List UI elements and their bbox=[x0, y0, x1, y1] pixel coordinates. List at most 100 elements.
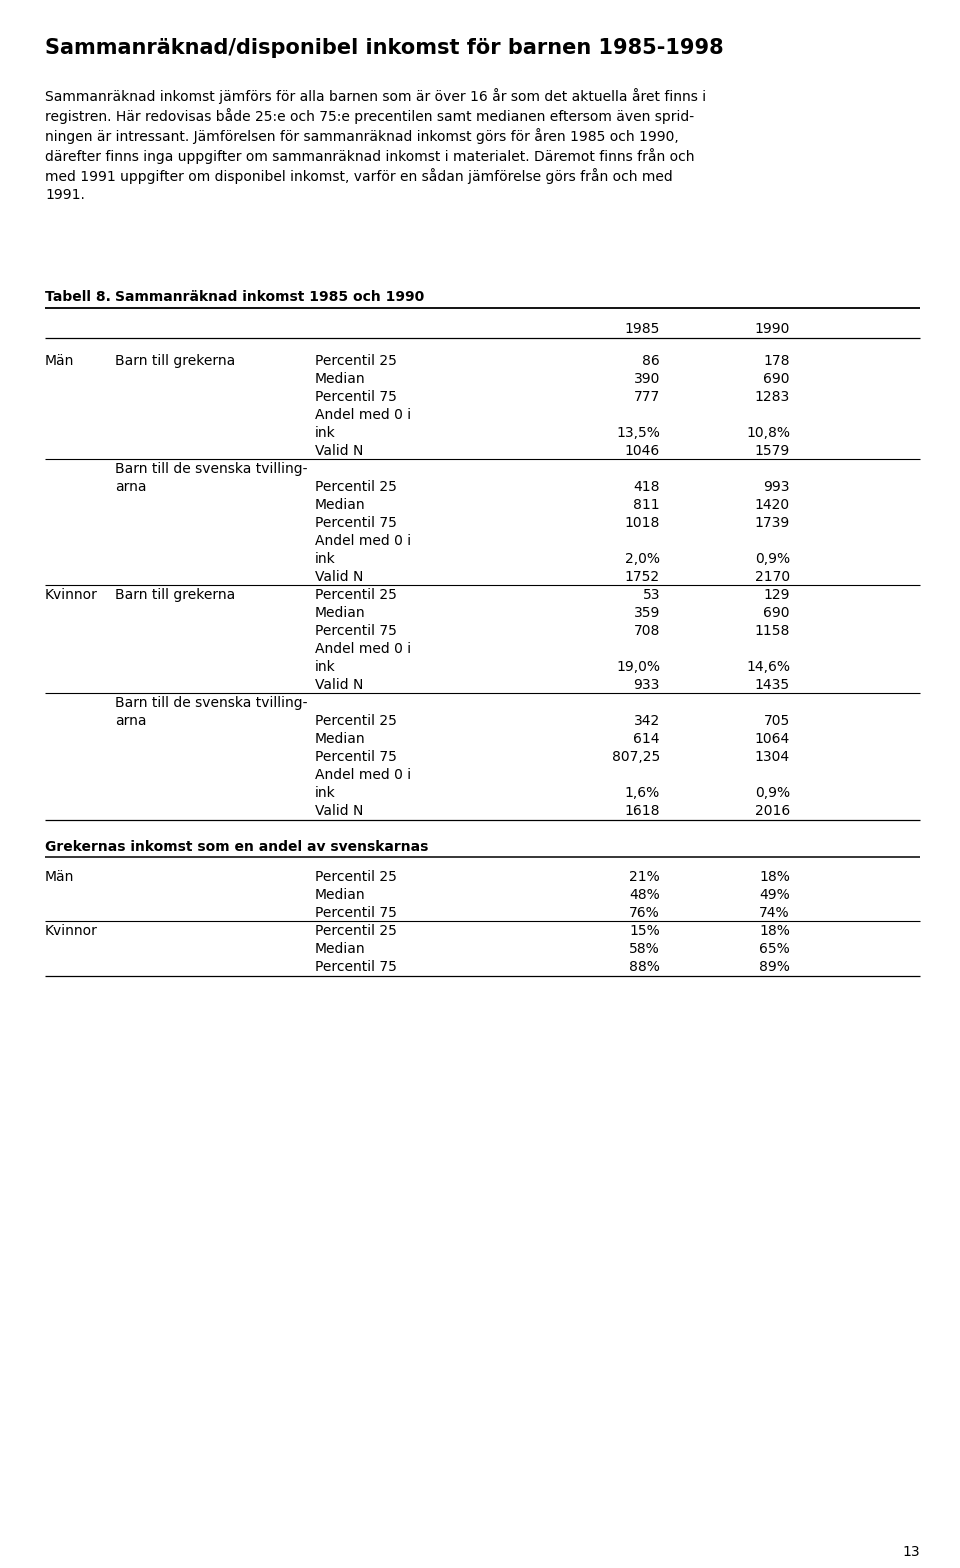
Text: 53: 53 bbox=[642, 588, 660, 602]
Text: Män: Män bbox=[45, 870, 74, 884]
Text: Median: Median bbox=[315, 372, 366, 386]
Text: 1579: 1579 bbox=[755, 444, 790, 458]
Text: ink: ink bbox=[315, 660, 336, 674]
Text: Sammanräknad inkomst jämförs för alla barnen som är över 16 år som det aktuella : Sammanräknad inkomst jämförs för alla ba… bbox=[45, 88, 707, 103]
Text: ink: ink bbox=[315, 786, 336, 800]
Text: 19,0%: 19,0% bbox=[616, 660, 660, 674]
Text: Barn till de svenska tvilling-: Barn till de svenska tvilling- bbox=[115, 463, 307, 477]
Text: 933: 933 bbox=[634, 677, 660, 691]
Text: Barn till grekerna: Barn till grekerna bbox=[115, 354, 235, 368]
Text: Median: Median bbox=[315, 942, 366, 956]
Text: 1739: 1739 bbox=[755, 516, 790, 530]
Text: 1046: 1046 bbox=[625, 444, 660, 458]
Text: 1158: 1158 bbox=[755, 624, 790, 638]
Text: 14,6%: 14,6% bbox=[746, 660, 790, 674]
Text: 2170: 2170 bbox=[755, 571, 790, 583]
Text: Percentil 25: Percentil 25 bbox=[315, 354, 396, 368]
Text: Percentil 75: Percentil 75 bbox=[315, 516, 396, 530]
Text: 58%: 58% bbox=[629, 942, 660, 956]
Text: 178: 178 bbox=[763, 354, 790, 368]
Text: 2016: 2016 bbox=[755, 804, 790, 818]
Text: 10,8%: 10,8% bbox=[746, 426, 790, 441]
Text: Percentil 25: Percentil 25 bbox=[315, 924, 396, 938]
Text: 21%: 21% bbox=[629, 870, 660, 884]
Text: Valid N: Valid N bbox=[315, 571, 364, 583]
Text: 690: 690 bbox=[763, 605, 790, 619]
Text: 1420: 1420 bbox=[755, 499, 790, 513]
Text: Percentil 75: Percentil 75 bbox=[315, 750, 396, 764]
Text: 18%: 18% bbox=[759, 924, 790, 938]
Text: 418: 418 bbox=[634, 480, 660, 494]
Text: Percentil 25: Percentil 25 bbox=[315, 480, 396, 494]
Text: Kvinnor: Kvinnor bbox=[45, 588, 98, 602]
Text: 614: 614 bbox=[634, 732, 660, 746]
Text: 1618: 1618 bbox=[625, 804, 660, 818]
Text: 359: 359 bbox=[634, 605, 660, 619]
Text: 1752: 1752 bbox=[625, 571, 660, 583]
Text: Andel med 0 i: Andel med 0 i bbox=[315, 408, 411, 422]
Text: med 1991 uppgifter om disponibel inkomst, varför en sådan jämförelse görs från o: med 1991 uppgifter om disponibel inkomst… bbox=[45, 168, 673, 183]
Text: Andel med 0 i: Andel med 0 i bbox=[315, 768, 411, 782]
Text: 0,9%: 0,9% bbox=[755, 552, 790, 566]
Text: 777: 777 bbox=[634, 390, 660, 405]
Text: 13: 13 bbox=[902, 1544, 920, 1559]
Text: 390: 390 bbox=[634, 372, 660, 386]
Text: 129: 129 bbox=[763, 588, 790, 602]
Text: Grekernas inkomst som en andel av svenskarnas: Grekernas inkomst som en andel av svensk… bbox=[45, 840, 428, 855]
Text: 708: 708 bbox=[634, 624, 660, 638]
Text: Barn till grekerna: Barn till grekerna bbox=[115, 588, 235, 602]
Text: ink: ink bbox=[315, 426, 336, 441]
Text: 807,25: 807,25 bbox=[612, 750, 660, 764]
Text: 690: 690 bbox=[763, 372, 790, 386]
Text: 74%: 74% bbox=[759, 906, 790, 920]
Text: Median: Median bbox=[315, 732, 366, 746]
Text: 1064: 1064 bbox=[755, 732, 790, 746]
Text: Andel med 0 i: Andel med 0 i bbox=[315, 535, 411, 547]
Text: 993: 993 bbox=[763, 480, 790, 494]
Text: 48%: 48% bbox=[629, 887, 660, 902]
Text: arna: arna bbox=[115, 480, 147, 494]
Text: Kvinnor: Kvinnor bbox=[45, 924, 98, 938]
Text: 705: 705 bbox=[764, 713, 790, 728]
Text: 65%: 65% bbox=[759, 942, 790, 956]
Text: 342: 342 bbox=[634, 713, 660, 728]
Text: arna: arna bbox=[115, 713, 147, 728]
Text: 811: 811 bbox=[634, 499, 660, 513]
Text: 1435: 1435 bbox=[755, 677, 790, 691]
Text: Valid N: Valid N bbox=[315, 804, 364, 818]
Text: 1990: 1990 bbox=[755, 321, 790, 336]
Text: registren. Här redovisas både 25:e och 75:e precentilen samt medianen eftersom ä: registren. Här redovisas både 25:e och 7… bbox=[45, 108, 694, 124]
Text: Percentil 75: Percentil 75 bbox=[315, 906, 396, 920]
Text: Barn till de svenska tvilling-: Barn till de svenska tvilling- bbox=[115, 696, 307, 710]
Text: Percentil 75: Percentil 75 bbox=[315, 390, 396, 405]
Text: Sammanräknad/disponibel inkomst för barnen 1985-1998: Sammanräknad/disponibel inkomst för barn… bbox=[45, 38, 724, 58]
Text: 88%: 88% bbox=[629, 960, 660, 974]
Text: 2,0%: 2,0% bbox=[625, 552, 660, 566]
Text: Valid N: Valid N bbox=[315, 677, 364, 691]
Text: Valid N: Valid N bbox=[315, 444, 364, 458]
Text: 1018: 1018 bbox=[625, 516, 660, 530]
Text: ink: ink bbox=[315, 552, 336, 566]
Text: Percentil 75: Percentil 75 bbox=[315, 960, 396, 974]
Text: Median: Median bbox=[315, 887, 366, 902]
Text: Percentil 25: Percentil 25 bbox=[315, 588, 396, 602]
Text: 15%: 15% bbox=[629, 924, 660, 938]
Text: 1,6%: 1,6% bbox=[625, 786, 660, 800]
Text: 89%: 89% bbox=[759, 960, 790, 974]
Text: 1304: 1304 bbox=[755, 750, 790, 764]
Text: 13,5%: 13,5% bbox=[616, 426, 660, 441]
Text: Sammanräknad inkomst 1985 och 1990: Sammanräknad inkomst 1985 och 1990 bbox=[115, 290, 424, 304]
Text: Percentil 25: Percentil 25 bbox=[315, 870, 396, 884]
Text: därefter finns inga uppgifter om sammanräknad inkomst i materialet. Däremot finn: därefter finns inga uppgifter om sammanr… bbox=[45, 147, 694, 165]
Text: ningen är intressant. Jämförelsen för sammanräknad inkomst görs för åren 1985 oc: ningen är intressant. Jämförelsen för sa… bbox=[45, 129, 679, 144]
Text: 0,9%: 0,9% bbox=[755, 786, 790, 800]
Text: 1283: 1283 bbox=[755, 390, 790, 405]
Text: Percentil 75: Percentil 75 bbox=[315, 624, 396, 638]
Text: Percentil 25: Percentil 25 bbox=[315, 713, 396, 728]
Text: Median: Median bbox=[315, 499, 366, 513]
Text: Tabell 8.: Tabell 8. bbox=[45, 290, 110, 304]
Text: 86: 86 bbox=[642, 354, 660, 368]
Text: 1985: 1985 bbox=[625, 321, 660, 336]
Text: 18%: 18% bbox=[759, 870, 790, 884]
Text: Andel med 0 i: Andel med 0 i bbox=[315, 641, 411, 655]
